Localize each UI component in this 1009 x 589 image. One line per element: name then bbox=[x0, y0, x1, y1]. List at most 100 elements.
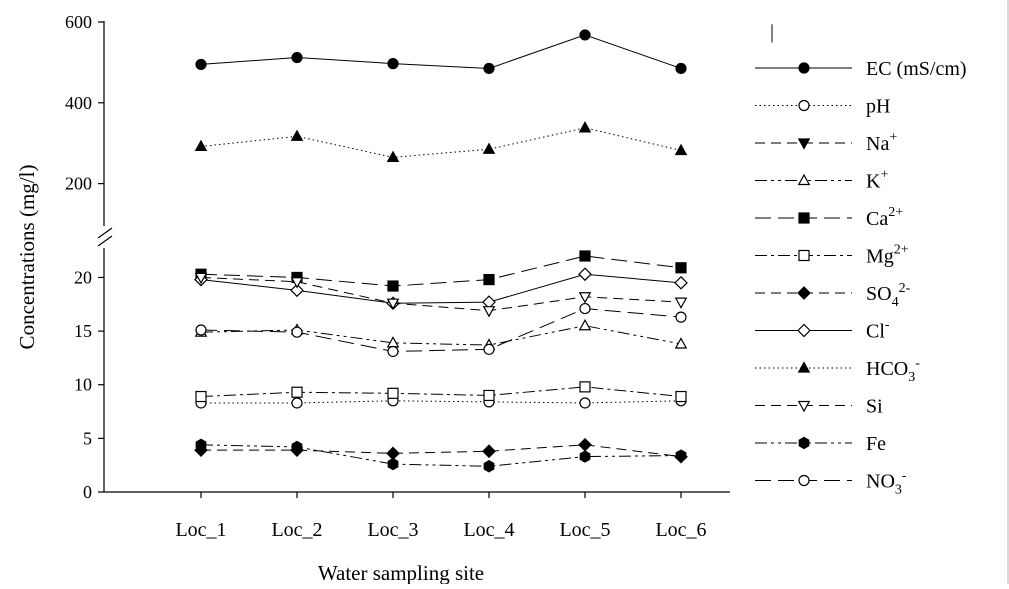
x-tick-label: Loc_4 bbox=[463, 519, 514, 541]
data-point bbox=[578, 267, 592, 282]
data-point bbox=[483, 62, 495, 75]
legend-marker-text: | bbox=[770, 21, 774, 43]
y-tick-label: 5 bbox=[83, 428, 92, 448]
data-point bbox=[291, 51, 303, 64]
y-tick-label: 20 bbox=[74, 267, 92, 287]
y-axis-title: Concentrations (mg/l) bbox=[15, 165, 39, 350]
legend-label: HCO3- bbox=[866, 356, 920, 385]
data-point bbox=[290, 129, 304, 141]
data-point bbox=[578, 121, 592, 133]
data-point bbox=[579, 302, 591, 315]
data-point bbox=[290, 277, 304, 289]
series-line bbox=[200, 127, 682, 158]
x-tick-label: Loc_6 bbox=[655, 519, 706, 541]
data-point bbox=[483, 389, 495, 402]
data-point bbox=[483, 460, 495, 473]
data-point bbox=[674, 275, 688, 290]
y-tick-label: 15 bbox=[74, 321, 92, 341]
data-point bbox=[482, 306, 496, 318]
x-axis-title: Water sampling site bbox=[318, 561, 484, 584]
data-point bbox=[194, 139, 208, 152]
data-point bbox=[195, 58, 207, 71]
data-point bbox=[195, 438, 207, 451]
series-pH bbox=[195, 395, 687, 409]
series-line bbox=[200, 325, 682, 346]
data-point bbox=[386, 150, 400, 162]
y-tick-label: 0 bbox=[83, 482, 92, 502]
data-point bbox=[579, 450, 591, 463]
legend-marker bbox=[797, 361, 811, 373]
data-point bbox=[674, 337, 688, 349]
legend-item: EC (mS/cm) bbox=[755, 58, 967, 80]
data-point bbox=[482, 444, 496, 459]
series-SO42- bbox=[194, 437, 688, 464]
legend-marker bbox=[798, 99, 810, 112]
legend-label: Fe bbox=[866, 433, 886, 455]
page-edge-divider bbox=[1007, 0, 1009, 584]
data-point bbox=[290, 283, 304, 298]
series-line bbox=[200, 276, 682, 312]
data-point bbox=[387, 280, 399, 292]
legend-marker bbox=[798, 212, 810, 224]
legend-marker bbox=[797, 286, 811, 300]
legend-item: NO3- bbox=[755, 469, 907, 498]
series-EC (mS/cm) bbox=[195, 29, 687, 75]
data-point bbox=[195, 324, 207, 336]
x-tick-label: Loc_2 bbox=[271, 519, 322, 541]
legend-label: pH bbox=[866, 96, 890, 118]
y-tick-label: 200 bbox=[65, 174, 92, 194]
legend-label: Si bbox=[866, 396, 883, 418]
legend-label: K+ bbox=[866, 168, 888, 193]
legend-item: Fe bbox=[755, 433, 886, 455]
data-point bbox=[578, 318, 592, 331]
legend-label: EC (mS/cm) bbox=[866, 58, 967, 80]
legend-label: NO3- bbox=[866, 469, 907, 498]
y-tick-label: 400 bbox=[65, 93, 92, 113]
data-point bbox=[386, 446, 400, 461]
legend-item: HCO3- bbox=[755, 356, 920, 385]
data-point bbox=[291, 326, 303, 338]
data-point bbox=[483, 274, 495, 286]
series-K+ bbox=[194, 318, 688, 350]
axis-break-mark-lower bbox=[97, 235, 113, 247]
legend-item: Na+ bbox=[755, 130, 897, 155]
data-point bbox=[387, 387, 399, 399]
data-point bbox=[291, 386, 303, 398]
data-point bbox=[675, 390, 687, 403]
series-Mg2+ bbox=[195, 381, 687, 403]
data-point bbox=[387, 345, 399, 358]
data-point bbox=[291, 397, 303, 409]
series-line bbox=[200, 34, 682, 69]
legend-marker bbox=[798, 249, 810, 262]
data-point bbox=[387, 457, 399, 471]
x-tick-label: Loc_3 bbox=[367, 519, 418, 541]
legend-marker bbox=[797, 173, 811, 186]
data-point bbox=[675, 311, 687, 323]
data-point bbox=[578, 437, 592, 452]
series-NO3- bbox=[195, 302, 687, 358]
legend: | EC (mS/cm) pH Na+ K+ Ca2+ Mg2+ SO42- Cl- HCO3- S… bbox=[755, 21, 967, 498]
legend-label: Ca2+ bbox=[866, 205, 903, 230]
legend-item: Ca2+ bbox=[755, 205, 903, 230]
y-tick-label: 600 bbox=[65, 12, 92, 32]
data-point bbox=[579, 397, 591, 409]
series-Si bbox=[194, 272, 688, 318]
axis-break-mark-upper bbox=[97, 227, 113, 239]
legend-marker bbox=[797, 323, 811, 338]
data-point bbox=[675, 262, 687, 274]
data-point bbox=[675, 62, 687, 75]
data-point bbox=[483, 343, 495, 355]
legend-item: Mg2+ bbox=[755, 243, 909, 268]
legend-marker bbox=[797, 138, 811, 150]
data-point bbox=[386, 298, 400, 310]
data-point bbox=[387, 58, 399, 70]
legend-item: SO42- bbox=[755, 281, 911, 310]
legend-marker bbox=[798, 436, 810, 450]
series-line bbox=[200, 273, 682, 304]
legend-marker bbox=[797, 400, 811, 413]
series-line bbox=[200, 444, 682, 467]
legend-item: Cl- bbox=[755, 318, 890, 343]
series-line bbox=[201, 400, 682, 404]
data-point bbox=[578, 292, 592, 304]
